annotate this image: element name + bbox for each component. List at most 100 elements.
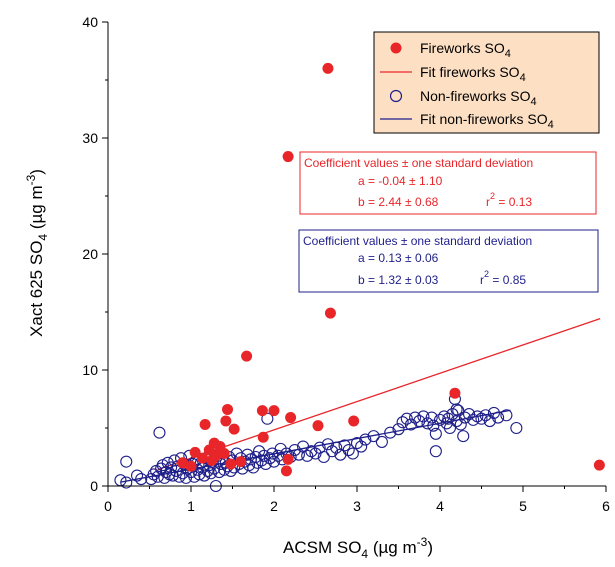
data-point-fireworks: [235, 456, 247, 468]
data-point-non-fireworks: [272, 449, 285, 462]
data-point-non-fireworks: [120, 476, 133, 489]
data-point-fireworks: [257, 431, 269, 443]
data-point-non-fireworks: [452, 404, 465, 417]
legend-label: Non-fireworks SO4: [420, 88, 537, 108]
data-point-non-fireworks: [443, 421, 457, 435]
legend-label: Fireworks SO4: [420, 40, 511, 60]
data-point-non-fireworks: [404, 418, 418, 431]
x-tick-label: 1: [187, 498, 195, 514]
data-point-non-fireworks: [454, 418, 467, 431]
data-point-fireworks: [225, 458, 237, 470]
data-point-non-fireworks: [510, 421, 523, 435]
data-point-fireworks: [285, 412, 297, 424]
legend: Fireworks SO4 Fit fireworks SO4 Non-fire…: [373, 31, 600, 134]
legend-label: Fit non-fireworks SO4: [420, 111, 554, 131]
data-point-non-fireworks: [384, 426, 397, 439]
y-tick-label: 20: [82, 246, 98, 262]
data-point-fireworks: [241, 350, 253, 362]
data-point-non-fireworks: [429, 445, 442, 458]
non-fireworks-points: [114, 392, 523, 493]
data-point-non-fireworks: [326, 445, 339, 458]
fireworks-coefficients-box: Coefficient values ± one standard deviat…: [299, 151, 597, 215]
data-point-non-fireworks: [442, 412, 455, 425]
data-point-fireworks: [185, 460, 197, 472]
data-point-non-fireworks: [321, 438, 335, 451]
legend-marker-open-circle: [389, 89, 403, 103]
data-point-fireworks: [449, 387, 461, 399]
y-tick-label: 0: [90, 478, 98, 494]
data-point-non-fireworks: [396, 416, 409, 429]
non-fireworks-coefficients-box: Coefficient values ± one standard deviat…: [298, 229, 599, 293]
data-point-non-fireworks: [413, 414, 426, 428]
data-point-fireworks: [282, 151, 294, 163]
legend-label: Fit fireworks SO4: [420, 64, 526, 84]
legend-item-non-fireworks: Non-fireworks SO4: [389, 88, 537, 108]
tick-labels: 0 1 2 3 4 5 6 0 10 20 30 40: [82, 14, 610, 514]
data-point-non-fireworks: [201, 464, 214, 477]
data-point-non-fireworks: [338, 439, 351, 452]
data-point-non-fireworks: [249, 450, 262, 464]
y-tick-label: 30: [82, 130, 98, 146]
data-point-non-fireworks: [342, 443, 355, 457]
fireworks-coefficient-a: a = -0.04 ± 1.10: [358, 174, 443, 188]
data-point-non-fireworks: [417, 410, 430, 423]
data-point-non-fireworks: [500, 409, 513, 422]
x-tick-label: 5: [519, 498, 527, 514]
data-point-fireworks: [189, 446, 201, 458]
data-point-non-fireworks: [446, 408, 459, 421]
data-point-fireworks: [280, 465, 292, 477]
data-point-fireworks: [593, 459, 605, 471]
data-point-fireworks: [322, 62, 334, 74]
non-fireworks-coefficients-border: [298, 229, 599, 293]
data-point-fireworks: [222, 403, 234, 415]
fireworks-coefficients-border: [299, 151, 597, 215]
x-tick-label: 2: [270, 498, 278, 514]
data-point-non-fireworks: [131, 469, 144, 482]
data-point-fireworks: [228, 423, 240, 435]
non-fireworks-coefficient-a: a = 0.13 ± 0.06: [358, 251, 439, 265]
data-point-non-fireworks: [292, 448, 305, 461]
data-point-non-fireworks: [288, 443, 301, 457]
data-point-non-fireworks: [467, 413, 480, 426]
data-point-non-fireworks: [375, 435, 388, 448]
data-point-non-fireworks: [173, 470, 186, 483]
data-point-non-fireworks: [429, 427, 442, 440]
data-point-fireworks: [268, 405, 280, 417]
data-point-fireworks: [206, 454, 218, 466]
fit-lines: [120, 317, 601, 483]
data-point-fireworks: [312, 420, 324, 432]
data-point-fireworks: [218, 448, 230, 460]
data-point-non-fireworks: [120, 455, 133, 468]
data-point-non-fireworks: [492, 411, 505, 424]
non-fireworks-coefficients-title: Coefficient values ± one standard deviat…: [303, 234, 532, 248]
data-point-non-fireworks: [392, 423, 405, 436]
x-axis-title: ACSM SO4 (µg m-3): [283, 535, 433, 561]
data-point-fireworks: [282, 453, 294, 465]
y-tick-label: 10: [82, 362, 98, 378]
data-point-non-fireworks: [135, 472, 148, 486]
fit-line-fireworks: [157, 317, 601, 471]
legend-item-fit-non-fireworks: Fit non-fireworks SO4: [380, 111, 554, 131]
data-point-non-fireworks: [450, 403, 463, 416]
data-point-non-fireworks: [359, 433, 372, 446]
fireworks-coefficient-b: b = 2.44 ± 0.68: [358, 195, 439, 209]
data-point-fireworks: [324, 307, 336, 319]
data-point-non-fireworks: [193, 468, 206, 481]
legend-box: [373, 31, 600, 134]
data-point-non-fireworks: [153, 426, 166, 439]
x-tick-label: 3: [353, 498, 361, 514]
fireworks-r-squared: r2 = 0.13: [486, 191, 532, 209]
data-point-fireworks: [256, 405, 268, 417]
data-point-fireworks: [177, 457, 189, 469]
data-point-non-fireworks: [458, 411, 471, 424]
data-point-non-fireworks: [257, 449, 271, 462]
y-axis-title: Xact 625 SO4 (µg m-3): [24, 169, 50, 337]
data-point-non-fireworks: [483, 414, 496, 428]
legend-item-fireworks: Fireworks SO4: [390, 40, 511, 60]
data-point-non-fireworks: [301, 449, 314, 462]
data-point-non-fireworks: [475, 412, 488, 425]
data-point-non-fireworks: [317, 450, 330, 464]
non-fireworks-r-squared: r2 = 0.85: [480, 269, 526, 287]
axes: [102, 21, 607, 492]
